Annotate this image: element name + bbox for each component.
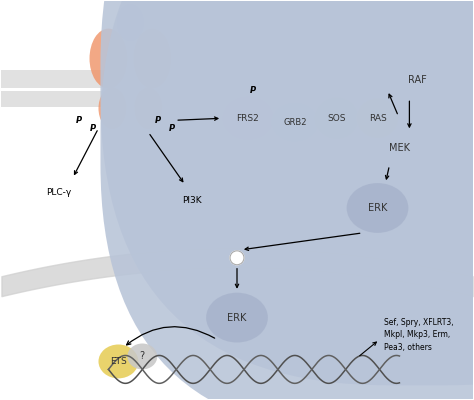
Text: RAF: RAF bbox=[408, 76, 427, 86]
Ellipse shape bbox=[99, 87, 127, 129]
Text: RAS: RAS bbox=[369, 114, 386, 123]
Text: ETS: ETS bbox=[110, 357, 127, 366]
FancyBboxPatch shape bbox=[100, 0, 474, 400]
Text: GRB2: GRB2 bbox=[283, 118, 307, 127]
Ellipse shape bbox=[128, 344, 157, 370]
Polygon shape bbox=[1, 70, 473, 88]
Text: P: P bbox=[90, 124, 96, 133]
Text: MEK: MEK bbox=[389, 143, 410, 153]
Ellipse shape bbox=[222, 96, 274, 140]
Ellipse shape bbox=[356, 98, 399, 138]
Text: P: P bbox=[75, 116, 82, 125]
Text: PLC-γ: PLC-γ bbox=[46, 188, 71, 196]
Text: ?: ? bbox=[140, 352, 145, 362]
Ellipse shape bbox=[133, 28, 171, 88]
Ellipse shape bbox=[271, 102, 319, 142]
Text: ERK: ERK bbox=[368, 203, 387, 213]
Circle shape bbox=[230, 251, 244, 265]
Polygon shape bbox=[1, 91, 473, 107]
Ellipse shape bbox=[315, 97, 358, 139]
Text: P: P bbox=[169, 124, 175, 133]
Text: P: P bbox=[155, 116, 161, 125]
Text: PI3K: PI3K bbox=[182, 196, 202, 204]
Text: ERK: ERK bbox=[228, 312, 246, 322]
Ellipse shape bbox=[346, 183, 409, 233]
Text: SOS: SOS bbox=[328, 114, 346, 123]
Ellipse shape bbox=[206, 293, 268, 342]
Text: Sef, Spry, XFLRT3,
Mkpl, Mkp3, Erm,
Pea3, others: Sef, Spry, XFLRT3, Mkpl, Mkp3, Erm, Pea3… bbox=[384, 318, 454, 352]
Text: FRS2: FRS2 bbox=[237, 114, 259, 123]
Ellipse shape bbox=[99, 344, 138, 378]
Text: P: P bbox=[250, 86, 256, 95]
FancyBboxPatch shape bbox=[100, 0, 474, 385]
Ellipse shape bbox=[134, 87, 162, 129]
Ellipse shape bbox=[90, 28, 128, 88]
Ellipse shape bbox=[117, 4, 144, 42]
